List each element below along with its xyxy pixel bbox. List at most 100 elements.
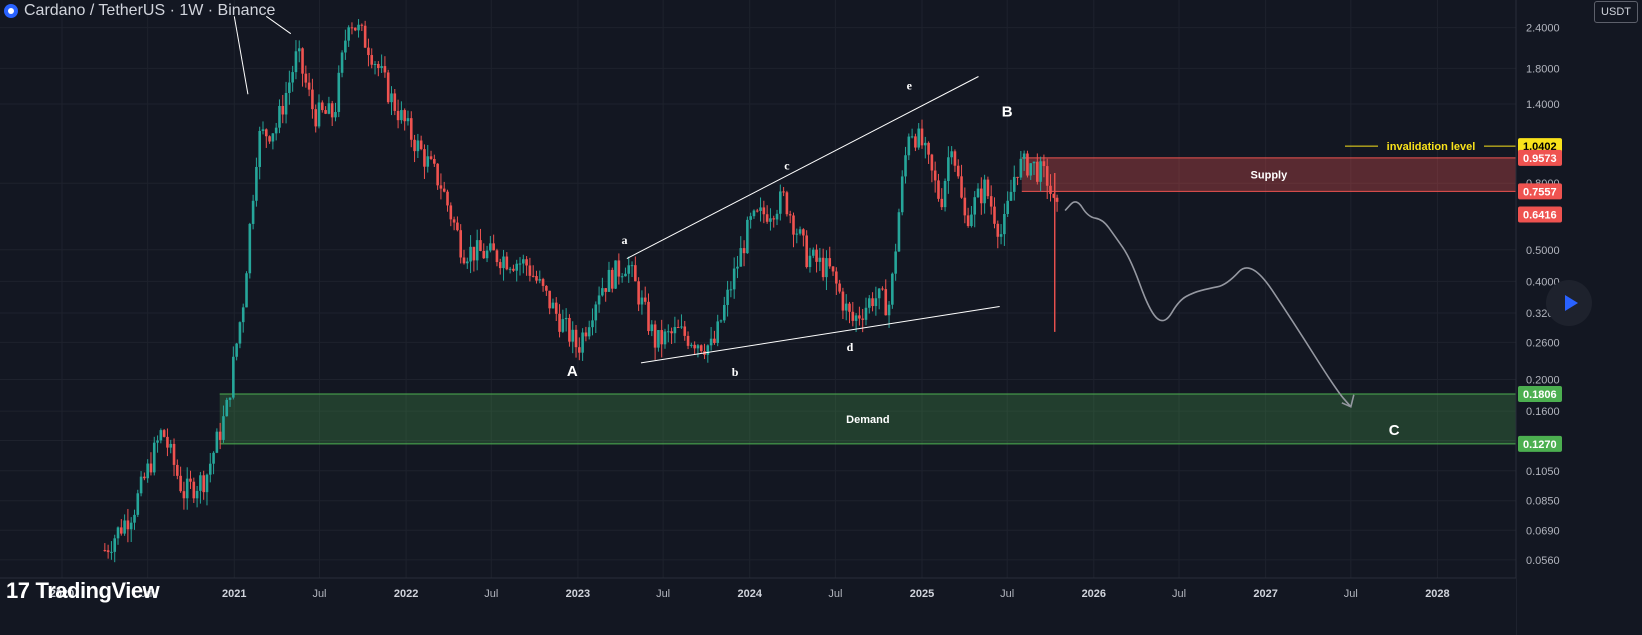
candle: [930, 154, 934, 171]
supply-bottom-price-tag-bg: [1518, 183, 1562, 200]
triangle-lower-trendline[interactable]: [640, 306, 1000, 364]
candle: [370, 55, 374, 65]
candle: [940, 198, 944, 208]
candle: [620, 276, 624, 278]
candle: [189, 478, 192, 482]
x-tick-label: 2025: [910, 588, 934, 600]
x-tick-label: Jul: [1172, 588, 1186, 600]
symbol-header[interactable]: Cardano / TetherUS · 1W · Binance: [4, 2, 275, 20]
y-tick-label: 0.2000: [1526, 375, 1560, 387]
candle: [960, 176, 963, 198]
candle: [340, 52, 344, 73]
candle: [802, 229, 805, 236]
candle: [683, 326, 687, 336]
tradingview-logo[interactable]: 17 TradingView: [6, 578, 160, 604]
candle: [133, 514, 136, 523]
candle: [950, 151, 953, 158]
candle: [199, 475, 202, 491]
candle: [792, 215, 795, 235]
candle: [360, 24, 364, 26]
candle: [436, 163, 439, 186]
candle: [673, 327, 677, 334]
supply-zone[interactable]: [1021, 157, 1516, 192]
candle: [304, 73, 308, 83]
wave-label-B: B: [1002, 104, 1013, 121]
candle: [759, 207, 762, 211]
candle: [465, 261, 469, 264]
candle: [297, 48, 301, 52]
play-icon: [1564, 295, 1578, 311]
candle: [176, 464, 179, 476]
candle: [264, 129, 268, 137]
candle: [314, 109, 318, 127]
candle: [848, 303, 851, 312]
candle: [805, 235, 808, 268]
candle: [614, 260, 617, 289]
candle: [1042, 161, 1046, 167]
y-tick-label: 0.0690: [1526, 525, 1560, 537]
candle: [627, 265, 631, 274]
symbol-title[interactable]: Cardano / TetherUS · 1W · Binance: [24, 2, 276, 19]
candle: [159, 430, 163, 441]
candle: [248, 223, 252, 274]
candle: [228, 397, 232, 400]
annotation-line[interactable]: [266, 15, 292, 35]
candle: [324, 110, 327, 114]
candle: [202, 475, 205, 493]
candle: [406, 118, 410, 122]
candle: [136, 493, 140, 515]
y-tick-label: 0.4000: [1526, 276, 1560, 288]
candle: [139, 476, 143, 494]
candle: [937, 180, 940, 199]
candle: [545, 285, 548, 291]
currency-button[interactable]: USDT: [1594, 1, 1638, 23]
candle: [1039, 161, 1042, 182]
candle: [353, 27, 357, 31]
candle: [373, 63, 377, 65]
candle: [578, 347, 581, 353]
candle: [927, 142, 930, 155]
candle: [821, 257, 825, 278]
projection-path[interactable]: [1064, 201, 1352, 408]
time-axis[interactable]: [0, 578, 1516, 635]
candle: [212, 452, 215, 464]
candle: [416, 140, 420, 152]
candle: [456, 222, 459, 231]
candle: [746, 219, 749, 254]
candle: [531, 275, 535, 277]
candle: [867, 298, 871, 308]
annotation-line[interactable]: [233, 16, 249, 95]
candle: [1036, 161, 1039, 182]
candle: [281, 105, 285, 115]
candle: [983, 179, 986, 204]
x-tick-label: Jul: [656, 588, 670, 600]
candle: [479, 240, 482, 251]
x-tick-label: 2026: [1082, 588, 1106, 600]
candle: [459, 230, 462, 258]
candle: [251, 200, 255, 224]
tradingview-mark-icon: 17: [6, 578, 30, 603]
wave-label-e: e: [907, 79, 913, 93]
candle: [522, 259, 525, 264]
tradingview-logo-text: TradingView: [35, 578, 160, 603]
candle: [769, 218, 772, 222]
candle: [657, 330, 660, 348]
candle: [1049, 185, 1052, 194]
play-replay-button[interactable]: [1546, 280, 1592, 326]
candle: [996, 223, 1000, 237]
candle: [1045, 166, 1049, 186]
candle: [317, 102, 321, 127]
demand-zone[interactable]: [219, 394, 1517, 444]
candle: [495, 250, 499, 263]
candle: [423, 149, 426, 167]
candle: [512, 268, 515, 271]
candle: [278, 105, 281, 128]
projection-arrowhead: [1341, 394, 1355, 408]
candle: [439, 185, 443, 189]
triangle-upper-trendline[interactable]: [626, 76, 979, 260]
candle: [660, 330, 663, 345]
candle: [858, 315, 861, 319]
candle: [762, 207, 766, 215]
